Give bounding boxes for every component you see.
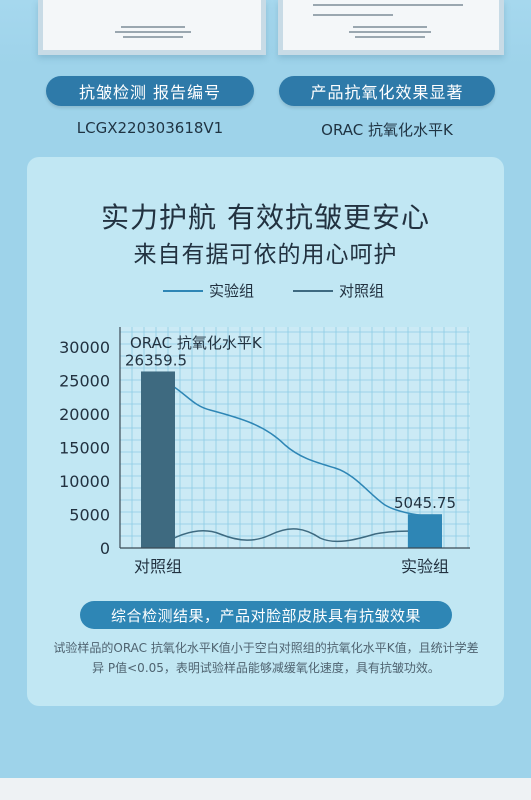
chart-bars: 26359.5 对照组 5045.75 实验组 [125,351,456,576]
legend-control: 对照组 [293,280,384,301]
y-tick-label: 10000 [59,472,110,491]
legend-control-line [293,289,333,292]
report-certificate-image [278,0,504,55]
chart-grid [119,327,470,549]
legend-experiment-line [163,289,203,292]
chart-plot-area [120,327,470,548]
antioxidant-effect-badge: 产品抗氧化效果显著 [279,76,495,106]
bar-value-label: 5045.75 [394,494,456,512]
chart-axes: 0 5000 10000 15000 20000 25000 30000 [59,327,470,558]
bar-control [141,371,175,548]
legend-experiment-label: 实验组 [209,282,255,300]
x-category-label: 实验组 [401,557,449,576]
legend-experiment: 实验组 [163,280,254,301]
y-tick-label: 30000 [59,338,110,357]
y-tick-label: 20000 [59,405,110,424]
y-tick-label: 25000 [59,372,110,391]
y-tick-label: 15000 [59,439,110,458]
footer-strip [0,778,531,800]
page-subtitle: 来自有据可依的用心呵护 [133,242,398,268]
report-certificate-image [38,0,266,55]
report-number-badge: 抗皱检测 报告编号 [46,76,254,106]
experiment-curve [157,377,426,517]
control-curve [159,528,421,547]
legend-control-label: 对照组 [339,282,385,300]
bar-experiment [408,514,442,548]
chart-decorative-curves [157,377,426,547]
chart-title: ORAC 抗氧化水平K [130,334,263,352]
orac-bar-chart: 26359.5 对照组 5045.75 实验组 0 5000 10000 15000 2000… [59,327,470,576]
y-tick-label: 0 [100,539,110,558]
x-category-label: 对照组 [134,557,182,576]
result-description: 试验样品的ORAC 抗氧化水平K值小于空白对照组的抗氧化水平K值，且统计学差异 … [53,641,479,675]
result-banner: 综合检测结果，产品对脸部皮肤具有抗皱效果 [80,601,452,629]
y-tick-label: 5000 [69,506,110,525]
page-title: 实力护航 有效抗皱更安心 [101,201,430,234]
report-number-value: LCGX220303618V1 [76,119,224,137]
bar-value-label: 26359.5 [125,351,187,369]
antioxidant-metric-label: ORAC 抗氧化水平K [321,121,453,139]
